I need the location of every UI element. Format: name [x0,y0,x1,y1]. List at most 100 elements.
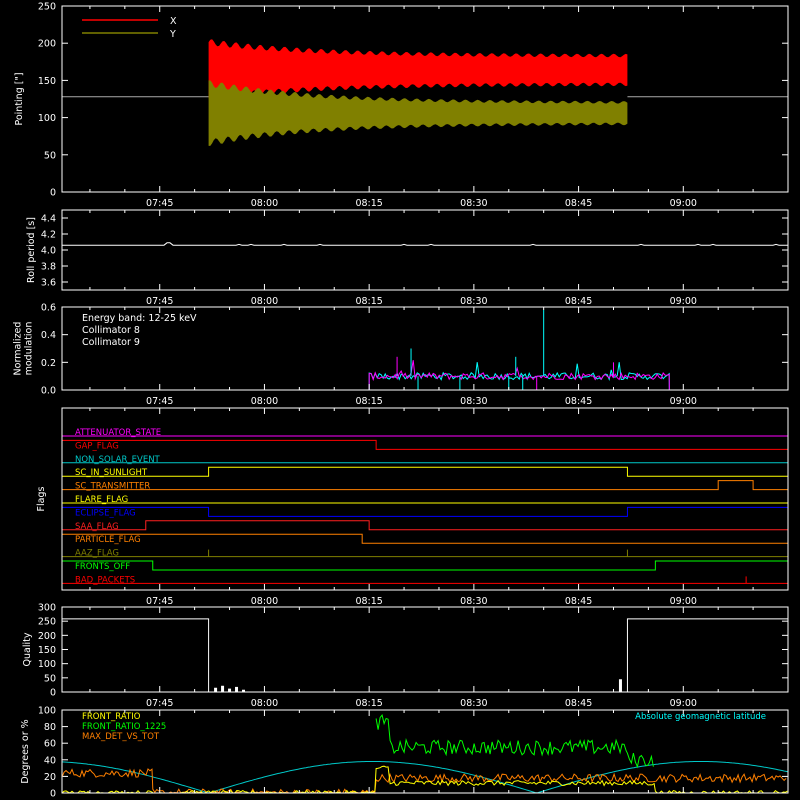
flag-line-fronts-off [62,560,788,571]
series-front-ratio-1225 [375,713,654,769]
ratio-legend-2: FRONT_RATIO_1225 [82,722,166,732]
y-tick-label: 100 [38,659,56,670]
quality-blip [235,686,239,692]
y-tick-label: 0.4 [41,330,56,341]
y-tick-label: 80 [44,722,56,733]
flag-line-sc-in-sunlight [62,466,788,477]
x-tick-label: 08:15 [355,198,382,209]
y-tick-label: 0.6 [41,303,56,314]
x-tick-label: 08:15 [355,596,382,607]
quality-line [62,618,788,693]
x-tick-label: 08:30 [460,596,487,607]
y-tick-label: 100 [38,706,56,717]
legend-label-x: X [170,16,177,27]
flag-label-saa-flag: SAA_FLAG [75,522,119,532]
flag-line-particle-flag [62,533,788,544]
flag-line-saa-flag [62,520,788,531]
panel-5-frame [61,606,789,693]
y-tick-label: 0.2 [41,358,56,369]
y-axis-label: Quality [22,632,33,666]
x-tick-label: 07:45 [146,698,173,709]
flag-label-eclipse-flag: ECLIPSE_FLAG [75,508,136,518]
panel-6-frame [61,709,789,794]
y-tick-label: 4.4 [41,214,56,225]
flag-label-flare-flag: FLARE_FLAG [75,495,128,505]
y-tick-label: 0 [50,789,56,800]
x-tick-label: 07:45 [146,198,173,209]
flag-label-non-solar-event: NON_SOLAR_EVENT [75,455,161,465]
x-tick-label: 09:00 [670,396,697,407]
y-tick-label: 3.6 [41,278,56,289]
x-tick-label: 09:00 [670,596,697,607]
flag-label-bad-packets: BAD_PACKETS [75,575,135,585]
quality-blip [618,679,622,692]
y-tick-label: 3.8 [41,262,56,273]
x-tick-label: 09:00 [670,296,697,307]
x-tick-label: 08:45 [565,198,592,209]
x-tick-label: 07:45 [146,596,173,607]
pointing-series-x [208,39,628,101]
flag-label-aaz-flag: AAZ_FLAG [75,549,119,559]
x-tick-label: 09:00 [670,698,697,709]
y-tick-label: 40 [44,755,56,766]
x-tick-label: 07:45 [146,296,173,307]
y-tick-label: 250 [38,2,56,13]
y-tick-label: 4.0 [41,246,56,257]
y-axis-label: Pointing ["] [14,72,25,125]
flag-label-fronts-off: FRONTS_OFF [75,562,130,572]
y-axis-label: Flags [36,486,47,511]
ratio-legend-1: FRONT_RATIO [82,712,141,722]
x-tick-label: 08:00 [251,296,278,307]
x-tick-label: 08:45 [565,396,592,407]
flag-line-sc-transmitter [62,480,788,491]
y-axis-label: Normalized [13,322,24,376]
y-tick-label: 100 [38,113,56,124]
modulation-series-1 [62,362,788,391]
y-tick-label: 4.2 [41,230,56,241]
quality-blip [214,687,218,692]
panel-3-frame [61,306,789,391]
y-tick-label: 0 [50,188,56,199]
series-max-det-vs-tot [61,768,787,795]
flag-label-particle-flag: PARTICLE_FLAG [75,535,141,545]
y-tick-label: 0 [50,688,56,699]
y-tick-label: 50 [44,673,56,684]
modulation-legend-1: Collimator 8 [82,325,140,336]
energy-band-annotation: Energy band: 12-25 keV [82,313,197,324]
y-tick-label: 50 [44,150,56,161]
y-axis-label: modulation [24,322,35,376]
y-tick-label: 300 [38,603,56,614]
x-tick-label: 09:00 [670,198,697,209]
y-tick-label: 0.0 [41,386,56,397]
y-tick-label: 200 [38,631,56,642]
x-tick-label: 08:30 [460,198,487,209]
geomagnetic-latitude-curve [61,761,789,794]
flag-line-gap-flag [62,439,788,450]
x-tick-label: 08:00 [251,198,278,209]
flag-label-gap-flag: GAP_FLAG [75,441,119,451]
y-axis-label: Degrees or % [20,719,31,783]
y-tick-label: 150 [38,76,56,87]
modulation-series-2 [62,360,788,391]
x-tick-label: 08:30 [460,296,487,307]
quality-blip [242,689,245,692]
pointing-series-y [208,80,628,146]
y-tick-label: 150 [38,645,56,656]
x-tick-label: 08:00 [251,698,278,709]
x-tick-label: 08:30 [460,698,487,709]
flag-label-sc-in-sunlight: SC_IN_SUNLIGHT [75,468,148,478]
y-tick-label: 20 [44,772,56,783]
x-tick-label: 07:45 [146,396,173,407]
x-tick-label: 08:00 [251,396,278,407]
y-tick-label: 60 [44,739,56,750]
x-tick-label: 08:30 [460,396,487,407]
panel-4-frame [61,407,789,591]
panel-2-frame [61,209,789,291]
y-tick-label: 200 [38,39,56,50]
ratio-legend-3: MAX_DET_VS_TOT [82,732,160,742]
legend-label-y: Y [169,29,176,40]
x-tick-label: 08:45 [565,698,592,709]
quality-blip [221,685,225,692]
modulation-legend-2: Collimator 9 [82,337,140,348]
